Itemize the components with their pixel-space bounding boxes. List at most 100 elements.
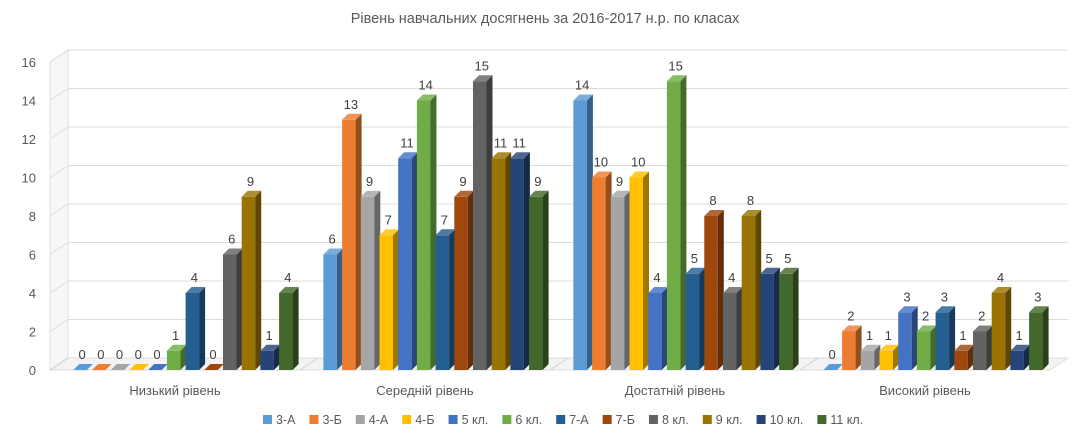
bar-side — [680, 75, 687, 370]
bar-side — [949, 306, 956, 370]
bar-top — [342, 113, 362, 120]
legend-label: 6 кл. — [515, 413, 542, 427]
y-tick-label: 2 — [29, 325, 36, 340]
data-label: 2 — [922, 309, 929, 324]
bar-top — [592, 171, 612, 178]
bar-front — [185, 293, 200, 370]
bar-front — [491, 158, 506, 370]
bar-side — [355, 113, 362, 370]
bar-front — [741, 216, 756, 370]
bar-top — [648, 287, 668, 293]
bar — [666, 75, 687, 370]
bar — [398, 152, 418, 370]
bar — [510, 152, 530, 370]
bar — [204, 364, 224, 370]
legend-label: 4-Б — [415, 413, 434, 427]
bar-side — [699, 267, 706, 370]
chart-title: Рівень навчальних досягнень за 2016-2017… — [351, 11, 740, 27]
bar-top — [110, 364, 131, 370]
bar — [760, 267, 780, 370]
bar-side — [273, 344, 280, 370]
data-label: 1 — [885, 328, 892, 343]
bar-side — [605, 171, 612, 370]
bar — [823, 364, 843, 370]
bar-top — [491, 152, 512, 159]
bar — [110, 364, 131, 370]
data-label: 9 — [366, 174, 373, 189]
bar — [741, 210, 762, 370]
bar-top — [529, 190, 549, 197]
bar-top — [323, 248, 343, 255]
bar-top — [129, 364, 149, 370]
data-label: 0 — [135, 347, 142, 362]
bar-front — [610, 196, 625, 370]
bar — [323, 248, 343, 370]
data-label: 2 — [978, 309, 985, 324]
bar — [473, 75, 493, 370]
legend-label: 7-А — [569, 413, 589, 427]
bar — [842, 325, 862, 370]
bar-top — [435, 229, 456, 236]
gridline-side — [49, 165, 69, 178]
legend-item: 5 кл. — [448, 413, 489, 427]
bar-side — [467, 190, 474, 370]
gridline-side — [49, 319, 69, 332]
bar — [148, 364, 168, 370]
data-label: 14 — [418, 78, 432, 93]
data-label: 5 — [691, 251, 698, 266]
bar-front — [1029, 312, 1043, 370]
legend-item: 4-Б — [402, 413, 435, 427]
bar-side — [792, 267, 799, 370]
bar-front — [260, 350, 274, 370]
bar — [92, 364, 112, 370]
data-label: 9 — [616, 174, 623, 189]
bar-front — [454, 196, 468, 370]
data-label: 7 — [441, 212, 448, 227]
bar — [648, 287, 668, 370]
bar — [954, 344, 974, 370]
bar-top — [360, 190, 381, 197]
bar-side — [374, 190, 381, 370]
data-label: 1 — [172, 328, 179, 343]
bar — [1010, 344, 1030, 370]
y-tick-label: 4 — [29, 286, 36, 301]
bar-side — [542, 190, 549, 370]
bar — [279, 287, 299, 370]
data-label: 0 — [153, 347, 160, 362]
data-label: 3 — [903, 289, 910, 304]
bar-top — [779, 267, 799, 274]
legend-swatch — [556, 415, 566, 424]
bar-side — [486, 75, 493, 370]
bar-side — [1023, 344, 1030, 370]
data-label: 13 — [344, 97, 358, 112]
data-label: 14 — [575, 78, 589, 93]
gridline-side — [49, 126, 69, 140]
bar — [73, 364, 93, 370]
gridline-side — [49, 88, 69, 101]
bar — [454, 190, 474, 370]
legend-swatch — [648, 415, 658, 424]
legend-label: 5 кл. — [462, 413, 489, 427]
bar-side — [430, 94, 437, 370]
bar-side — [893, 344, 899, 370]
legend-item: 4-А — [355, 413, 389, 427]
bar-front — [323, 254, 337, 370]
gridline-side — [49, 242, 69, 255]
bar-top — [223, 248, 243, 255]
data-label: 4 — [728, 270, 735, 285]
legend-label: 10 кл. — [770, 413, 804, 427]
bar-side — [393, 229, 399, 370]
bar — [573, 94, 593, 370]
bar-top — [991, 287, 1012, 293]
data-label: 10 — [631, 155, 645, 170]
bar-front — [916, 331, 931, 370]
x-category-label: Достатній рівень — [625, 383, 726, 398]
bar — [529, 190, 549, 370]
y-tick-label: 0 — [29, 363, 36, 378]
bar-side — [505, 152, 512, 370]
bar — [704, 210, 724, 370]
legend-label: 3-А — [276, 413, 296, 427]
bar-top — [823, 364, 843, 370]
bar-front — [898, 312, 912, 370]
